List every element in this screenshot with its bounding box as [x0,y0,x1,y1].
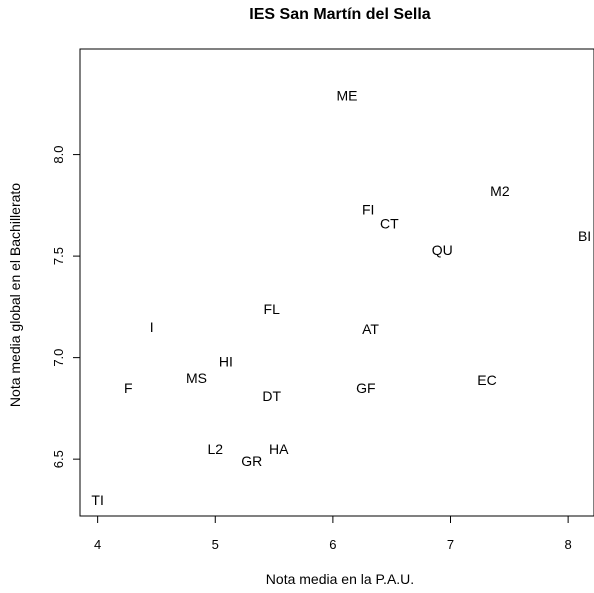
x-axis: 4 5 6 7 8 [94,515,572,552]
data-point: EC [477,372,496,388]
y-axis: 6.5 7.0 7.5 8.0 [51,146,81,468]
data-point: I [150,319,154,335]
data-point: L2 [207,441,223,457]
data-point: DT [262,388,281,404]
x-tick-label: 5 [212,537,219,552]
data-point: BI [578,228,591,244]
y-axis-label: Nota media global en el Bachillerato [7,183,23,407]
data-point: QU [432,242,453,258]
data-point: ME [336,88,357,104]
chart-title: IES San Martín del Sella [249,6,430,23]
data-point: GR [241,453,262,469]
x-tick-label: 8 [565,537,572,552]
data-point: TI [91,492,103,508]
data-point: F [124,380,133,396]
data-point: M2 [490,183,510,199]
x-axis-label: Nota media en la P.A.U. [266,571,414,587]
data-point: FI [362,201,374,217]
data-point: FL [264,301,281,317]
plot-frame [79,48,594,517]
data-point: MS [186,370,207,386]
x-tick-label: 7 [447,537,454,552]
point-labels: ME M2 FI CT BI QU FL I AT HI MS EC F GF DT L2 HA GR TI [91,88,591,508]
data-point: HA [269,441,289,457]
data-point: CT [380,216,399,232]
data-point: GF [356,380,375,396]
y-tick-label: 7.0 [51,349,66,367]
y-tick-label: 7.5 [51,247,66,265]
y-tick-label: 8.0 [51,146,66,164]
y-tick-label: 6.5 [51,450,66,468]
x-tick-label: 6 [329,537,336,552]
data-point: AT [362,321,379,337]
x-tick-label: 4 [94,537,101,552]
data-point: HI [219,354,233,370]
